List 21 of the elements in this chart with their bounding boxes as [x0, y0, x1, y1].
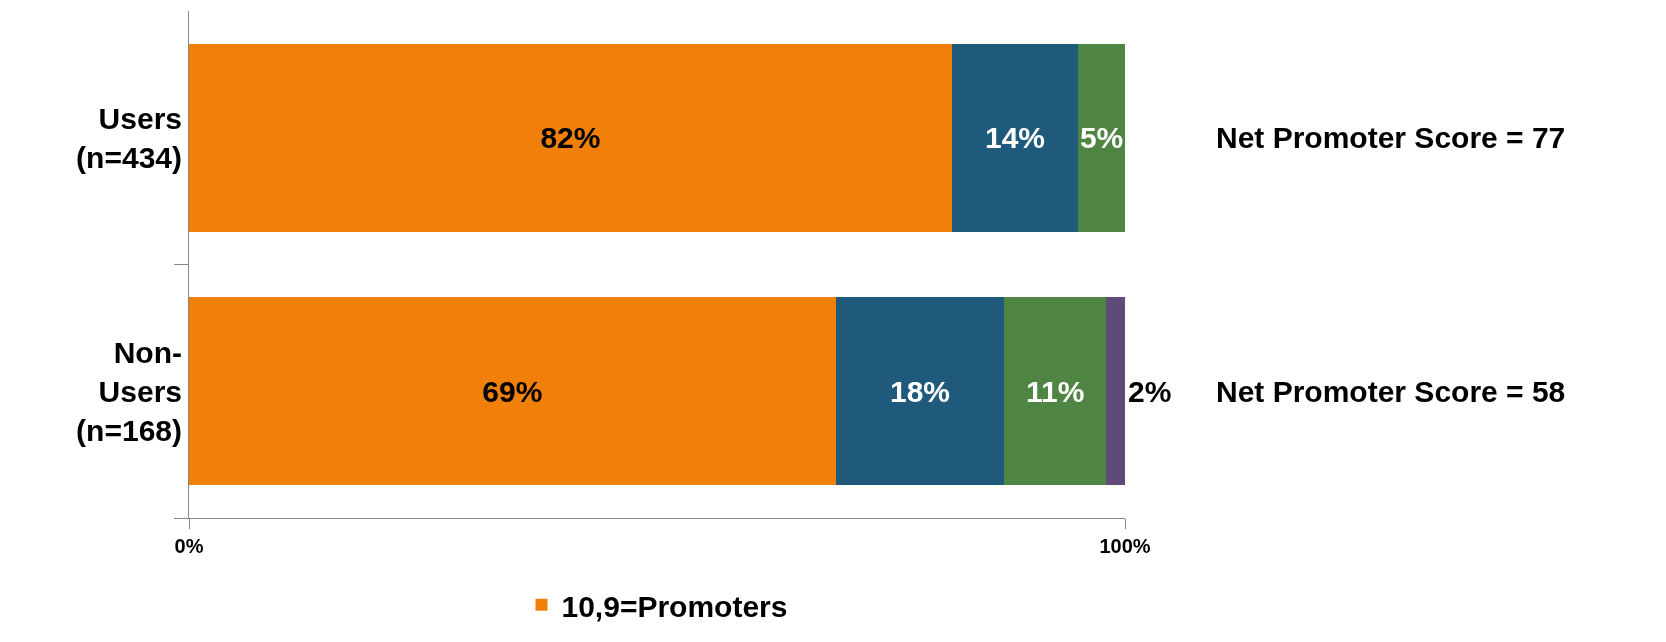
data-label: 11%: [1026, 374, 1085, 408]
x-tick-label: 0%: [174, 535, 204, 557]
bar: [1078, 43, 1125, 232]
text: Net Promoter Score = 58: [1216, 375, 1566, 408]
data-label: 14%: [985, 121, 1046, 155]
bar: [951, 43, 1079, 232]
data-label: 69%: [482, 374, 543, 408]
text: Net Promoter Score = 77: [1216, 121, 1566, 154]
legend-label: 10,9=Promoters: [561, 589, 788, 623]
bar: [189, 43, 952, 232]
bar: [835, 297, 1005, 486]
data-label: 2%: [1128, 374, 1172, 408]
data-label: 18%: [890, 374, 951, 408]
bar: [189, 297, 836, 486]
x-tick-label: 100%: [1099, 535, 1151, 557]
bar: [1106, 297, 1125, 486]
bar: [1004, 297, 1107, 486]
y-tick-label: Users (n=434): [76, 101, 182, 174]
data-label: 5%: [1079, 121, 1124, 155]
y-tick-label: Non- Users (n=168): [76, 335, 182, 447]
data-label: 82%: [540, 121, 601, 155]
